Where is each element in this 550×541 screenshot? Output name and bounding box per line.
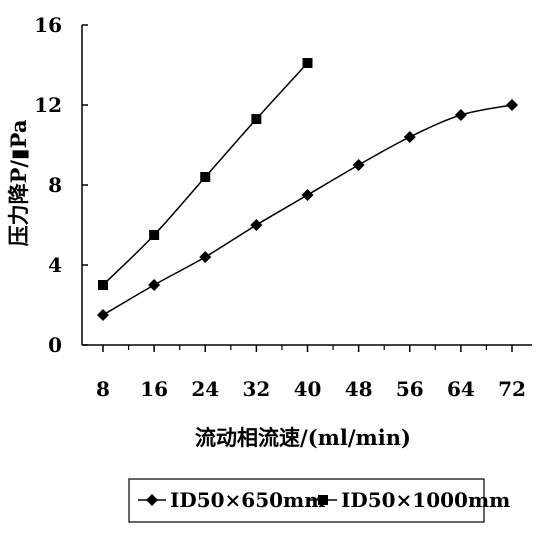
y-tick-label: 16 [34,13,62,37]
y-ticks: 0 4 8 12 16 [34,13,88,357]
legend: ID50×650mm ID50×1000mm [128,478,510,523]
legend-box [128,478,485,523]
data-point-diamond [97,309,109,321]
y-tick-label: 8 [48,173,62,197]
data-point-diamond [454,109,467,121]
x-tick-label: 16 [140,377,168,401]
y-tick-label: 12 [34,93,62,117]
x-tick-label: 40 [294,377,322,401]
data-point-diamond [403,131,416,143]
series-line-1 [102,104,513,316]
data-point-diamond [352,159,365,171]
data-point-square [302,58,313,68]
x-axis-title: 流动相流速/(ml/min) [195,425,411,450]
y-tick-label: 0 [48,333,62,357]
x-tick-label: 48 [345,377,373,401]
series-layer [97,58,518,321]
data-point-square [200,172,211,182]
data-point-diamond [250,219,263,231]
y-axis-title: 压力降P/▮Pa [6,119,31,246]
y-tick-label: 4 [48,253,62,277]
x-tick-label: 72 [498,377,526,401]
legend-label-series-2: ID50×1000mm [341,488,510,512]
data-point-square [251,114,262,124]
data-point-diamond [148,279,161,291]
data-point-diamond [301,189,314,201]
data-point-diamond [199,251,212,263]
legend-marker-diamond [146,494,158,506]
x-tick-label: 32 [242,377,270,401]
x-tick-label: 24 [191,377,219,401]
data-point-square [98,280,108,290]
x-ticks: 8 16 24 32 40 48 56 64 72 [96,345,526,401]
data-point-square [149,230,160,240]
x-tick-label: 56 [396,377,424,401]
x-tick-label: 64 [447,377,475,401]
legend-marker-square [318,495,328,505]
legend-label-series-1: ID50×650mm [170,488,325,512]
data-point-diamond [506,99,518,111]
x-tick-label: 8 [96,377,110,401]
